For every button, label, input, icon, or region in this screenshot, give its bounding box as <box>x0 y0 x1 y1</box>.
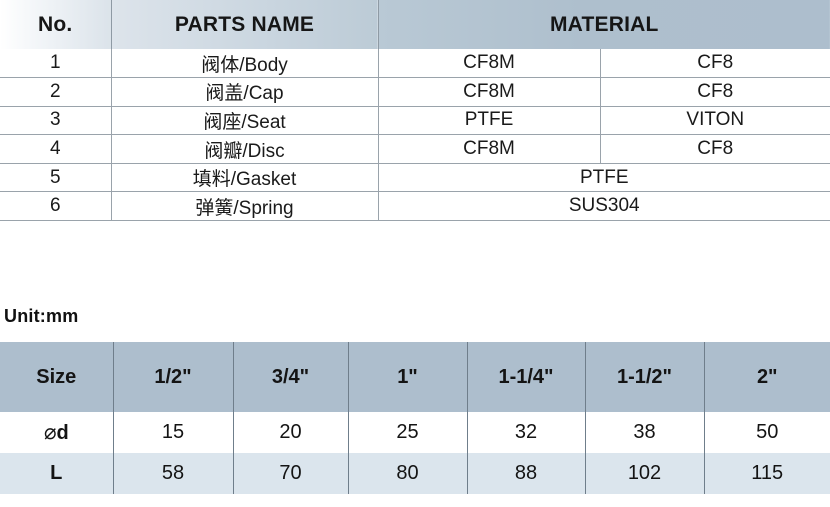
cell-value: 32 <box>467 412 586 453</box>
cell-parts-name: 阀体/Body <box>111 49 379 79</box>
cell-value: 50 <box>704 412 830 453</box>
cell-no: 1 <box>0 49 112 79</box>
row-label-length: L <box>0 453 114 494</box>
cell-parts-name: 填料/Gasket <box>111 163 379 193</box>
cell-material-a: CF8M <box>378 77 601 107</box>
table-row: 4 阀瓣/Disc CF8M CF8 <box>0 134 830 164</box>
cell-material-b: VITON <box>600 106 830 136</box>
cell-material-a: PTFE <box>378 106 601 136</box>
cell-material-b: CF8 <box>600 77 830 107</box>
cell-value: 102 <box>585 453 705 494</box>
table-row: ⌀d 15 20 25 32 38 50 <box>0 412 830 453</box>
cell-parts-name: 阀盖/Cap <box>111 77 379 107</box>
diameter-icon: ⌀ <box>43 421 57 444</box>
table-row: 3 阀座/Seat PTFE VITON <box>0 106 830 136</box>
row-label-diameter: ⌀d <box>0 412 114 453</box>
header-parts-name: PARTS NAME <box>110 0 378 49</box>
header-size-one: 1" <box>348 342 468 412</box>
unit-note: Unit:mm <box>4 306 79 326</box>
cell-material-a: CF8M <box>378 49 601 79</box>
header-size-two: 2" <box>704 342 830 412</box>
dimension-table-header: Size 1/2" 3/4" 1" 1-1/4" 1-1/2" 2" <box>0 342 830 412</box>
header-size-one-quarter: 1-1/4" <box>467 342 586 412</box>
cell-material-merged: PTFE <box>378 163 830 193</box>
cell-no: 3 <box>0 106 112 136</box>
cell-value: 115 <box>704 453 830 494</box>
cell-value: 38 <box>585 412 705 453</box>
cell-value: 58 <box>113 453 234 494</box>
table-row: 6 弹簧/Spring SUS304 <box>0 191 830 222</box>
header-size-one-half: 1-1/2" <box>585 342 705 412</box>
cell-no: 5 <box>0 163 112 193</box>
row-label-text: d <box>56 422 69 444</box>
cell-material-a: CF8M <box>378 134 601 164</box>
header-size-half: 1/2" <box>113 342 234 412</box>
dimension-table: Size 1/2" 3/4" 1" 1-1/4" 1-1/2" 2" ⌀d 15… <box>0 342 830 494</box>
header-no: No. <box>0 0 111 49</box>
parts-table-body: 1 阀体/Body CF8M CF8 2 阀盖/Cap CF8M CF8 3 阀… <box>0 49 830 222</box>
cell-value: 88 <box>467 453 586 494</box>
cell-material-b: CF8 <box>600 134 830 164</box>
header-size-three-quarter: 3/4" <box>233 342 349 412</box>
cell-no: 4 <box>0 134 112 164</box>
parts-table-header: No. PARTS NAME MATERIAL <box>0 0 830 49</box>
dimension-table-body: ⌀d 15 20 25 32 38 50 L 58 70 80 88 102 1… <box>0 412 830 494</box>
cell-material-merged: SUS304 <box>378 191 830 222</box>
cell-no: 2 <box>0 77 112 107</box>
table-row: 1 阀体/Body CF8M CF8 <box>0 49 830 79</box>
cell-value: 70 <box>233 453 349 494</box>
table-row: L 58 70 80 88 102 115 <box>0 453 830 494</box>
cell-parts-name: 阀瓣/Disc <box>111 134 379 164</box>
cell-value: 15 <box>113 412 234 453</box>
cell-parts-name: 弹簧/Spring <box>111 191 379 222</box>
cell-material-b: CF8 <box>600 49 830 79</box>
cell-value: 80 <box>348 453 468 494</box>
cell-parts-name: 阀座/Seat <box>111 106 379 136</box>
table-row: 5 填料/Gasket PTFE <box>0 163 830 193</box>
parts-list-table: No. PARTS NAME MATERIAL 1 阀体/Body CF8M C… <box>0 0 830 222</box>
cell-value: 20 <box>233 412 349 453</box>
cell-no: 6 <box>0 191 112 222</box>
header-size: Size <box>0 342 114 412</box>
table-row: 2 阀盖/Cap CF8M CF8 <box>0 77 830 107</box>
header-material: MATERIAL <box>377 0 830 49</box>
cell-value: 25 <box>348 412 468 453</box>
